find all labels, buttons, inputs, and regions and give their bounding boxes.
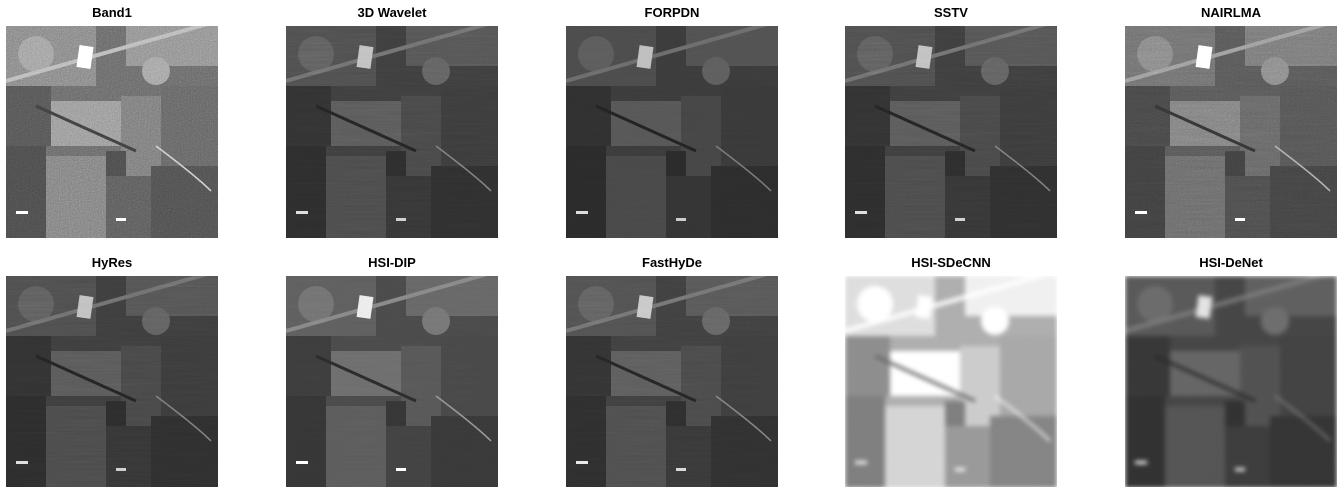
panel-image <box>6 276 218 487</box>
panel-image <box>845 26 1057 238</box>
panel-image <box>6 26 218 238</box>
noise <box>845 26 1057 238</box>
panel-title: FORPDN <box>645 5 700 20</box>
panel: FORPDN <box>566 5 778 238</box>
noise <box>1125 26 1337 238</box>
noise <box>6 276 218 487</box>
noise <box>566 276 778 487</box>
panel: HyRes <box>6 255 218 487</box>
noise <box>6 26 218 238</box>
panel: HSI-DIP <box>286 255 498 487</box>
panel-image <box>1125 26 1337 238</box>
panel-title: HyRes <box>92 255 132 270</box>
panel-title: SSTV <box>934 5 968 20</box>
panel: Band1 <box>6 5 218 238</box>
panel-image <box>1125 271 1337 487</box>
noise <box>1125 276 1337 487</box>
noise <box>286 26 498 238</box>
panel: 3D Wavelet <box>286 5 498 238</box>
panel-title: 3D Wavelet <box>358 5 428 20</box>
panel-image <box>845 276 1057 487</box>
panel: FastHyDe <box>566 255 778 487</box>
noise <box>286 276 498 487</box>
panel-title: FastHyDe <box>642 255 702 270</box>
panel: HSI-DeNet <box>1125 255 1337 487</box>
panel-image <box>286 26 498 238</box>
panel: HSI-SDeCNN <box>845 255 1057 487</box>
panel-title: HSI-DIP <box>368 255 416 270</box>
panel-image <box>566 26 778 238</box>
panel: SSTV <box>845 5 1057 238</box>
panel-title: NAIRLMA <box>1201 5 1262 20</box>
panel-title: HSI-DeNet <box>1199 255 1263 270</box>
panel: NAIRLMA <box>1125 5 1337 238</box>
panel-title: HSI-SDeCNN <box>911 255 990 270</box>
panel-image <box>566 276 778 487</box>
panel-image <box>286 276 498 487</box>
noise <box>566 26 778 238</box>
panel-title: Band1 <box>92 5 132 20</box>
noise <box>845 276 1057 487</box>
